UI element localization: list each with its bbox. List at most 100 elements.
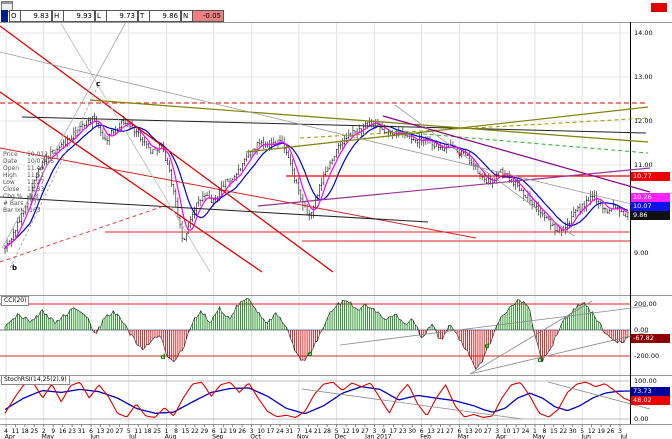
quote-field-label: N — [181, 10, 192, 22]
x-axis-week-label: 5 — [127, 428, 131, 435]
info-value: 11.33 — [27, 186, 45, 193]
x-axis-week-label: 1 — [533, 428, 537, 435]
trend-line — [0, 147, 477, 239]
x-axis-week-label: 8 — [543, 428, 547, 435]
stochrsi-axis-tick: 100.00 — [634, 377, 657, 385]
cci-d-marker: d — [484, 342, 489, 350]
x-axis-week-label: 13 — [427, 428, 435, 435]
x-axis-month-label: May — [533, 434, 546, 439]
stochrsi-value-label: 48.02 — [631, 396, 670, 405]
x-axis-week-label: 30 — [408, 428, 416, 435]
info-row: Chg % -1.8 — [3, 193, 54, 200]
annotation-letter: c — [96, 80, 100, 88]
x-axis-month-label: Oct — [250, 434, 261, 439]
trend-line — [9, 81, 101, 269]
quote-field-value: 9.93 — [63, 10, 95, 22]
info-row: Open 11.49 — [3, 165, 54, 172]
trend-line — [0, 51, 649, 209]
cci-positive-bars — [4, 298, 602, 330]
price-axis-tick: 14.00 — [634, 29, 653, 37]
x-axis-month-label: Jun — [89, 434, 100, 439]
x-axis-week-label: 24 — [522, 428, 530, 435]
quote-field-label: T — [138, 10, 149, 22]
x-axis-week-label: 27 — [484, 428, 492, 435]
x-axis-month-label: Dec — [335, 434, 347, 439]
trend-line — [469, 300, 593, 375]
info-value: 11.27 — [27, 179, 45, 186]
info-value: -177 — [27, 200, 41, 207]
x-axis-month-label: Mar — [458, 434, 470, 439]
x-axis-week-label: 12 — [588, 428, 596, 435]
x-axis-week-label: 6 — [89, 428, 93, 435]
quote-field-value: -0.05 — [192, 10, 224, 22]
annotation-letter: v — [458, 151, 462, 158]
trend-line — [339, 305, 649, 346]
x-axis-week-label: 13 — [465, 428, 473, 435]
x-axis-month-label: Jul — [128, 434, 137, 439]
x-axis-month-label: Aug — [165, 434, 177, 439]
info-row: Low 11.27 — [3, 179, 54, 186]
cci-axis-tick: 200.00 — [634, 300, 657, 308]
x-axis-week-label: 29 — [201, 428, 209, 435]
x-axis-week-label: 18 — [144, 428, 152, 435]
stochrsi-slow-line — [4, 386, 630, 415]
x-axis-week-label: 20 — [474, 428, 482, 435]
x-axis-week-label: 4 — [4, 428, 8, 435]
quote-field-value: 9.83 — [20, 10, 52, 22]
trend-line — [1, 21, 127, 249]
x-axis-week-label: 24 — [276, 428, 284, 435]
x-axis-week-label: 30 — [569, 428, 577, 435]
x-axis-week-label: 31 — [78, 428, 86, 435]
x-axis-month-label: May — [42, 434, 55, 439]
x-axis-week-label: 6 — [212, 428, 216, 435]
stochrsi-fast-line — [4, 381, 631, 418]
x-axis-week-label: 18 — [21, 428, 29, 435]
trend-line — [0, 91, 263, 273]
x-axis-week-label: 19 — [597, 428, 605, 435]
x-axis-month-label: Jul — [619, 434, 628, 439]
instrument-color-square — [1, 10, 8, 22]
x-axis-week-label: 3 — [618, 428, 622, 435]
info-key: Open — [3, 165, 20, 172]
info-value: 10/07/16 — [27, 158, 54, 165]
x-axis-week-label: 5 — [580, 428, 584, 435]
x-axis-week-label: 20 — [106, 428, 114, 435]
x-axis-week-label: 27 — [446, 428, 454, 435]
stochrsi-panel-title: StochRSI(14,25(2),9) — [1, 375, 70, 385]
x-axis-week-label: 6 — [457, 428, 461, 435]
x-axis-week-label: 25 — [31, 428, 39, 435]
info-row: High 11.51 — [3, 172, 54, 179]
annotation-letter: b — [12, 264, 17, 272]
x-axis-week-label: 22 — [191, 428, 199, 435]
trend-line — [59, 21, 211, 273]
x-axis-week-label: 31 — [286, 428, 294, 435]
quote-field-label: O — [9, 10, 20, 22]
trend-line — [89, 99, 649, 143]
info-key: Price — [3, 151, 18, 158]
info-key: Bar Ix — [3, 207, 21, 214]
info-row: # Bars -177 — [3, 200, 54, 207]
price-axis-tick: 11.00 — [634, 161, 653, 169]
ma-fast-line — [4, 120, 629, 249]
x-axis-week-label: 12 — [219, 428, 227, 435]
price-axis-tick: 9.00 — [634, 249, 649, 257]
x-axis-week-label: 26 — [238, 428, 246, 435]
cci-d-marker: d — [160, 353, 165, 361]
x-axis-week-label: 15 — [550, 428, 558, 435]
trend-line — [257, 167, 651, 207]
trend-line — [21, 116, 647, 134]
x-axis-month-label: Nov — [297, 434, 309, 439]
x-axis-week-label: 15 — [182, 428, 190, 435]
price-axis-tick: 13.00 — [634, 73, 653, 81]
x-axis-month-label: Apr — [5, 434, 16, 439]
x-axis-week-label: 11 — [12, 428, 20, 435]
info-value: 11.51 — [27, 172, 45, 179]
price-level-label: 9.86 — [631, 211, 670, 220]
quote-field-label: L — [95, 10, 106, 22]
x-axis-month-label: Feb — [420, 434, 431, 439]
x-axis-week-label: 27 — [116, 428, 124, 435]
quote-field-label: H — [52, 10, 63, 22]
x-axis-week-label: 1 — [165, 428, 169, 435]
